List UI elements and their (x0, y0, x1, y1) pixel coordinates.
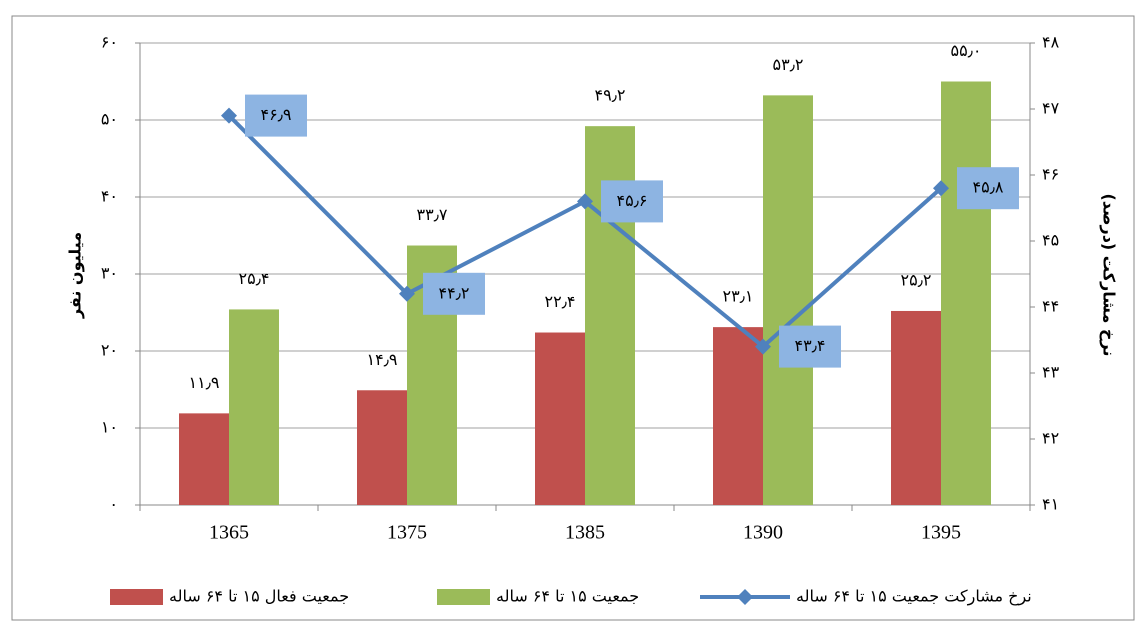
y-tick-label: ۴۰ (101, 187, 118, 206)
value-label-box (779, 325, 841, 368)
chart-frame (11, 15, 1135, 621)
value-label: ۴۳٫۴ (795, 336, 826, 355)
y2-tick-label: ۴۱ (1042, 495, 1059, 514)
y-tick-label: ۵۰ (101, 110, 118, 129)
legend-swatch (437, 589, 490, 605)
bar (535, 332, 585, 505)
bar (713, 327, 763, 505)
value-label: ۵۵٫۰ (951, 41, 982, 60)
legend-swatch (110, 589, 163, 605)
y-tick-label: ۲۰ (101, 341, 118, 360)
x-tick-label: 1390 (743, 522, 783, 544)
x-tick-label: 1365 (209, 522, 249, 544)
value-label: ۲۳٫۱ (723, 287, 754, 306)
x-tick-label: 1375 (387, 522, 427, 544)
bar (891, 310, 941, 505)
value-label: ۴۴٫۲ (439, 283, 470, 302)
value-label: ۵۳٫۲ (773, 55, 804, 74)
value-label-box (423, 272, 485, 315)
value-label-box (245, 94, 307, 137)
line-marker (399, 285, 415, 302)
legend-swatch (737, 589, 753, 605)
value-label: ۲۵٫۲ (901, 270, 932, 289)
value-label: ۴۶٫۹ (261, 105, 292, 124)
value-label: ۲۵٫۴ (239, 269, 270, 288)
value-label: ۱۱٫۹ (189, 373, 220, 392)
value-label: ۴۹٫۲ (595, 86, 626, 105)
bar (941, 81, 991, 505)
line-marker (933, 180, 949, 197)
bar (179, 413, 229, 505)
y2-tick-label: ۴۲ (1042, 429, 1059, 448)
value-label: ۳۳٫۷ (417, 205, 448, 224)
y2-tick-label: ۴۴ (1042, 297, 1059, 316)
bar (357, 390, 407, 505)
value-label: ۴۵٫۸ (973, 178, 1004, 197)
value-label: ۱۴٫۹ (367, 350, 398, 369)
y2-tick-label: ۴۶ (1042, 165, 1059, 184)
value-label: ۲۲٫۴ (545, 292, 576, 311)
x-tick-label: 1395 (921, 522, 961, 544)
legend-label: نرخ مشارکت جمعیت ۱۵ تا ۶۴ ساله (796, 587, 1032, 607)
y2-tick-label: ۴۳ (1042, 363, 1060, 382)
line-marker (221, 107, 237, 124)
legend-label: جمعیت فعال ۱۵ تا ۶۴ ساله (169, 587, 349, 606)
y2-axis-label: نرخ مشارکت (درصد) (1100, 193, 1119, 356)
y-tick-label: ۶۰ (101, 33, 118, 52)
value-label-box (957, 167, 1019, 210)
bar (229, 309, 279, 505)
value-label-box (601, 180, 663, 223)
line-marker (577, 193, 593, 210)
x-tick-label: 1385 (565, 522, 605, 544)
line-marker (755, 338, 771, 355)
legend-label: جمعیت ۱۵ تا ۶۴ ساله (496, 587, 639, 606)
bar (763, 95, 813, 506)
y-tick-label: ۱۰ (101, 418, 118, 437)
y2-tick-label: ۴۸ (1042, 33, 1060, 52)
y-tick-label: ۳۰ (101, 264, 118, 283)
y-axis-label: میلیون نفر (66, 232, 85, 319)
y2-tick-label: ۴۷ (1042, 99, 1060, 118)
value-label: ۴۵٫۶ (617, 191, 648, 210)
y2-tick-label: ۴۵ (1042, 231, 1059, 250)
y-tick-label: ۰ (109, 495, 118, 514)
